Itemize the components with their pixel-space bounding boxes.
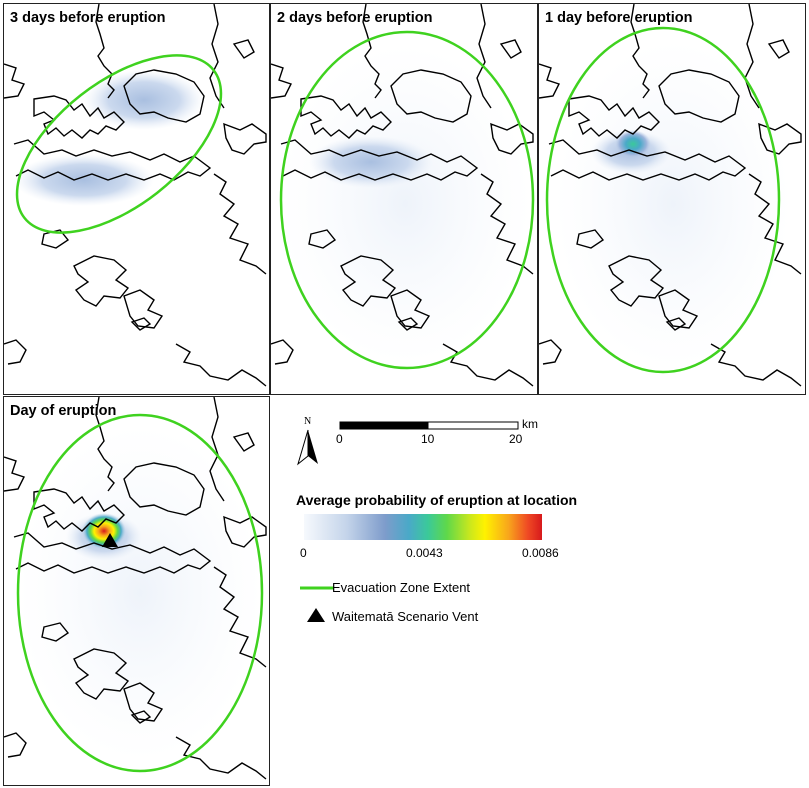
colorbar-tick-min: 0 <box>300 546 307 560</box>
panel-title: 3 days before eruption <box>10 10 166 26</box>
scale-tick-10: 10 <box>421 432 435 446</box>
panel-title: 2 days before eruption <box>277 10 433 26</box>
colorbar-tick-mid: 0.0043 <box>406 546 443 560</box>
panel-title: 1 day before eruption <box>545 10 693 26</box>
probability-haze <box>555 40 791 368</box>
colorbar-tick-max: 0.0086 <box>522 546 559 560</box>
probability-haze <box>279 44 531 364</box>
probability-field <box>309 136 433 188</box>
vent-label: Waitematā Scenario Vent <box>332 609 479 624</box>
evacuation-zone-label: Evacuation Zone Extent <box>332 580 471 595</box>
probability-haze <box>18 425 262 761</box>
probability-field <box>14 154 154 206</box>
north-label: N <box>304 416 312 427</box>
north-arrow-icon <box>297 429 318 466</box>
probability-field <box>84 70 204 130</box>
evacuation-zone <box>279 30 535 370</box>
vent-triangle-icon <box>102 533 118 547</box>
map-2-days <box>271 4 535 387</box>
scale-tick-20: 20 <box>509 432 523 446</box>
map-day-of <box>4 397 267 780</box>
triangle-icon <box>307 608 325 622</box>
map-3-days <box>4 4 267 387</box>
evacuation-zone <box>545 26 781 374</box>
map-panel-2-days: 2 days before eruption <box>270 3 538 395</box>
legend-graphics <box>297 421 519 622</box>
evacuation-zone <box>16 413 264 773</box>
map-panel-1-day: 1 day before eruption <box>538 3 806 395</box>
colorbar-title: Average probability of eruption at locat… <box>296 492 578 508</box>
evacuation-zone <box>15 54 223 234</box>
scale-unit: km <box>522 417 538 431</box>
map-legend: N 0 10 20 km Average probability of erup… <box>290 412 610 642</box>
map-1-day <box>539 4 802 387</box>
map-panel-3-days: 3 days before eruption <box>3 3 270 395</box>
panel-title: Day of eruption <box>10 403 117 419</box>
scale-bar <box>339 421 519 430</box>
scale-tick-0: 0 <box>336 432 343 446</box>
colorbar <box>304 514 542 540</box>
map-panel-day-of: Day of eruption <box>3 396 270 786</box>
